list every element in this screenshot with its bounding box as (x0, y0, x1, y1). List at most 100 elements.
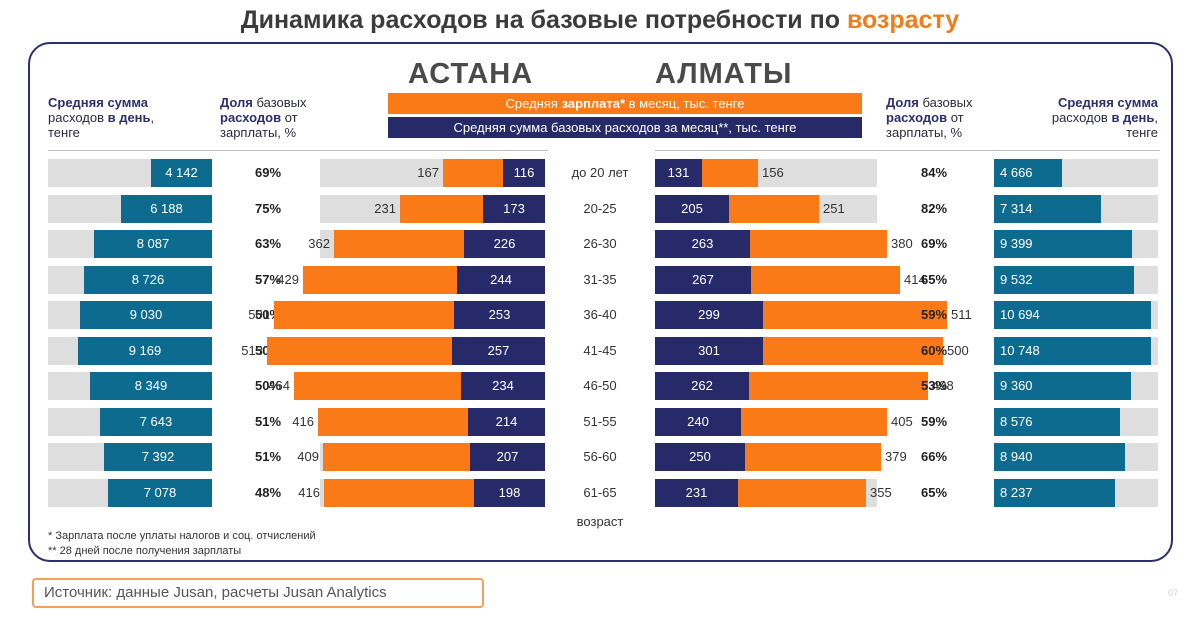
x-axis-label: возраст (576, 514, 624, 529)
astana-daily-label: 4 142 (165, 165, 198, 180)
almaty-daily-bar (994, 479, 1115, 507)
page-title: Динамика расходов на базовые потребности… (240, 6, 960, 34)
astana-share-pct: 63% (254, 236, 282, 251)
astana-expenses-label: 173 (503, 201, 525, 216)
almaty-share-pct: 53% (920, 378, 948, 393)
almaty-salary-bar (763, 337, 943, 365)
almaty-share-pct: 59% (920, 307, 948, 322)
astana-expenses-bar (464, 230, 545, 258)
almaty-daily-bar (994, 266, 1134, 294)
astana-salary-bar (303, 266, 457, 294)
age-label: 20-25 (583, 201, 617, 216)
almaty-expenses-label: 231 (685, 485, 708, 500)
astana-daily-bar (104, 443, 212, 471)
almaty-salary-label: 498 (932, 378, 954, 393)
almaty-expenses-bar (655, 266, 751, 294)
astana-daily-bar (108, 479, 212, 507)
astana-salary-bar (400, 195, 483, 223)
page-number: 07 (1168, 588, 1179, 598)
almaty-daily-label: 9 399 (1000, 236, 1033, 251)
almaty-expenses-bar (655, 337, 763, 365)
almaty-salary-label: 380 (891, 236, 913, 251)
footnote-1: * Зарплата после уплаты налогов и соц. о… (48, 530, 316, 542)
astana-salary-bar (324, 479, 474, 507)
astana-daily-label: 9 169 (128, 343, 162, 358)
age-label: 41-45 (583, 343, 617, 358)
almaty-salary-label: 156 (762, 165, 784, 180)
almaty-daily-bar (994, 372, 1131, 400)
astana-daily-bar (78, 337, 212, 365)
almaty-expenses-label: 250 (689, 449, 711, 464)
almaty-share-pct: 69% (920, 236, 948, 251)
almaty-salary-bar (738, 479, 866, 507)
astana-expenses-label: 257 (487, 343, 510, 358)
almaty-share-pct: 66% (920, 449, 948, 464)
almaty-expenses-label: 263 (691, 236, 714, 251)
almaty-expenses-label: 240 (687, 414, 709, 429)
legend-salary: Средняя зарплата* в месяц, тыс. тенге (388, 93, 862, 114)
astana-salary-label: 429 (277, 272, 299, 287)
astana-daily-bar (100, 408, 212, 436)
astana-expenses-bar (503, 159, 545, 187)
age-label: до 20 лет (571, 165, 629, 180)
age-label: 61-65 (583, 485, 617, 500)
almaty-expenses-bar (655, 301, 763, 329)
astana-salary-label: 362 (308, 236, 330, 251)
astana-salary-label: 416 (292, 414, 314, 429)
footnote-2: ** 28 дней после получения зарплаты (48, 545, 242, 557)
age-label: 36-40 (583, 307, 617, 322)
astana-daily-bar (80, 301, 212, 329)
almaty-expenses-bar (655, 159, 702, 187)
source-note: Источник: данные Jusan, расчеты Jusan An… (32, 578, 484, 608)
almaty-daily-label: 10 694 (1000, 307, 1040, 322)
astana-daily-label: 7 392 (141, 449, 175, 464)
astana-salary-label: 231 (374, 201, 396, 216)
almaty-daily-bar (994, 408, 1120, 436)
astana-daily-label: 8 726 (131, 272, 165, 287)
astana-expenses-bar (468, 408, 545, 436)
almaty-daily-label: 7 314 (1000, 201, 1033, 216)
astana-daily-bar (84, 266, 212, 294)
header-left-share: Доля базовых расходов от зарплаты, % (220, 95, 307, 140)
astana-daily-bar (121, 195, 212, 223)
almaty-daily-bar (994, 443, 1125, 471)
almaty-expenses-label: 205 (681, 201, 703, 216)
astana-expenses-bar (483, 195, 545, 223)
astana-expenses-bar (452, 337, 545, 365)
almaty-daily-bar (994, 230, 1132, 258)
astana-expenses-label: 116 (513, 165, 535, 180)
astana-expenses-bar (474, 479, 545, 507)
astana-salary-bar (294, 372, 461, 400)
almaty-expenses-bar (655, 443, 745, 471)
almaty-salary-label: 251 (823, 201, 845, 216)
almaty-expenses-label: 131 (667, 165, 690, 180)
astana-daily-label: 7 078 (143, 485, 177, 500)
almaty-salary-bar (749, 372, 928, 400)
header-right-share: Доля базовых расходов от зарплаты, % (886, 95, 973, 140)
separator-right (655, 150, 1160, 151)
astana-share-pct: 48% (254, 485, 282, 500)
almaty-expenses-label: 301 (698, 343, 720, 358)
astana-expenses-label: 244 (490, 272, 512, 287)
astana-salary-label: 409 (297, 449, 319, 464)
almaty-expenses-bar (655, 195, 729, 223)
astana-expenses-bar (470, 443, 545, 471)
astana-salary-label: 501 (248, 307, 270, 322)
almaty-salary-label: 405 (891, 414, 913, 429)
almaty-daily-label: 4 666 (1000, 165, 1033, 180)
legend-expenses: Средняя сумма базовых расходов за месяц*… (388, 117, 862, 138)
astana-salary-label: 416 (298, 485, 320, 500)
almaty-expenses-bar (655, 408, 741, 436)
almaty-salary-bar (729, 195, 819, 223)
almaty-daily-bar (994, 301, 1151, 329)
almaty-salary-label: 414 (904, 272, 926, 287)
age-label: 51-55 (583, 414, 617, 429)
almaty-daily-label: 9 360 (1000, 378, 1033, 393)
almaty-salary-label: 511 (951, 307, 972, 322)
almaty-share-pct: 60% (920, 343, 948, 358)
almaty-expenses-bar (655, 372, 749, 400)
astana-expenses-label: 234 (492, 378, 514, 393)
astana-expenses-bar (457, 266, 545, 294)
almaty-salary-bar (763, 301, 947, 329)
separator-left (48, 150, 548, 151)
